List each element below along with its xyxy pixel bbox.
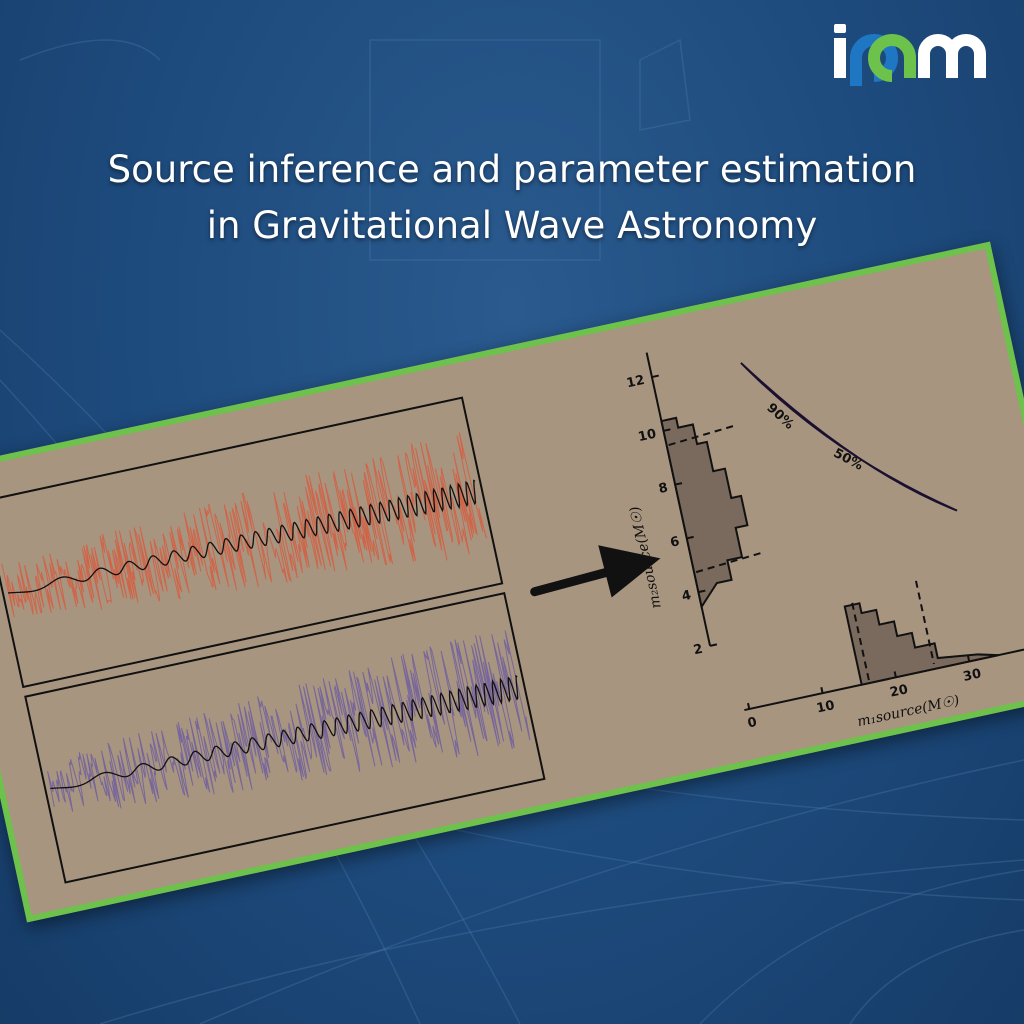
noisy-strain [47, 630, 531, 812]
x-tick-label: 30 [962, 666, 983, 684]
arrow-right-icon [530, 545, 661, 598]
y-tick [698, 589, 706, 594]
x-tick [820, 687, 824, 694]
x-tick [966, 655, 971, 662]
y-tick-label: 4 [680, 588, 692, 605]
y-tick-label: 10 [637, 427, 658, 445]
y-tick-label: 6 [669, 534, 681, 551]
y-tick-label: 12 [625, 373, 646, 391]
figure: 90% 50% 24681012010203040 m₂source(M☉) m… [0, 352, 1024, 884]
waveform-template [7, 479, 477, 594]
strain-panel-bottom [24, 591, 546, 884]
x-tick-label: 20 [889, 682, 910, 700]
y-tick [651, 374, 659, 379]
contour-region [740, 362, 958, 512]
y-tick-label: 2 [692, 642, 704, 659]
corner-plot: 90% 50% 24681012010203040 m₂source(M☉) m… [625, 352, 1024, 732]
title-line-2: in Gravitational Wave Astronomy [206, 204, 818, 247]
x-tick-label: 0 [746, 715, 758, 732]
y-tick [674, 482, 683, 486]
y-tick [663, 428, 671, 432]
waveform-template [50, 674, 519, 790]
y-tick [709, 643, 718, 647]
x-tick-label: 10 [815, 698, 836, 716]
figure-card: 90% 50% 24681012010203040 m₂source(M☉) m… [0, 241, 1024, 923]
x-tick [893, 671, 897, 678]
x-tick [747, 702, 751, 710]
title-line-1: Source inference and parameter estimatio… [107, 148, 917, 191]
y-tick [686, 535, 694, 540]
y-tick-label: 8 [657, 480, 669, 497]
poster-title: Source inference and parameter estimatio… [0, 142, 1024, 254]
ipam-logo [834, 24, 986, 86]
contour-label-90: 90% [763, 401, 796, 433]
strain-panel-top [0, 396, 504, 689]
noisy-strain [1, 432, 488, 618]
